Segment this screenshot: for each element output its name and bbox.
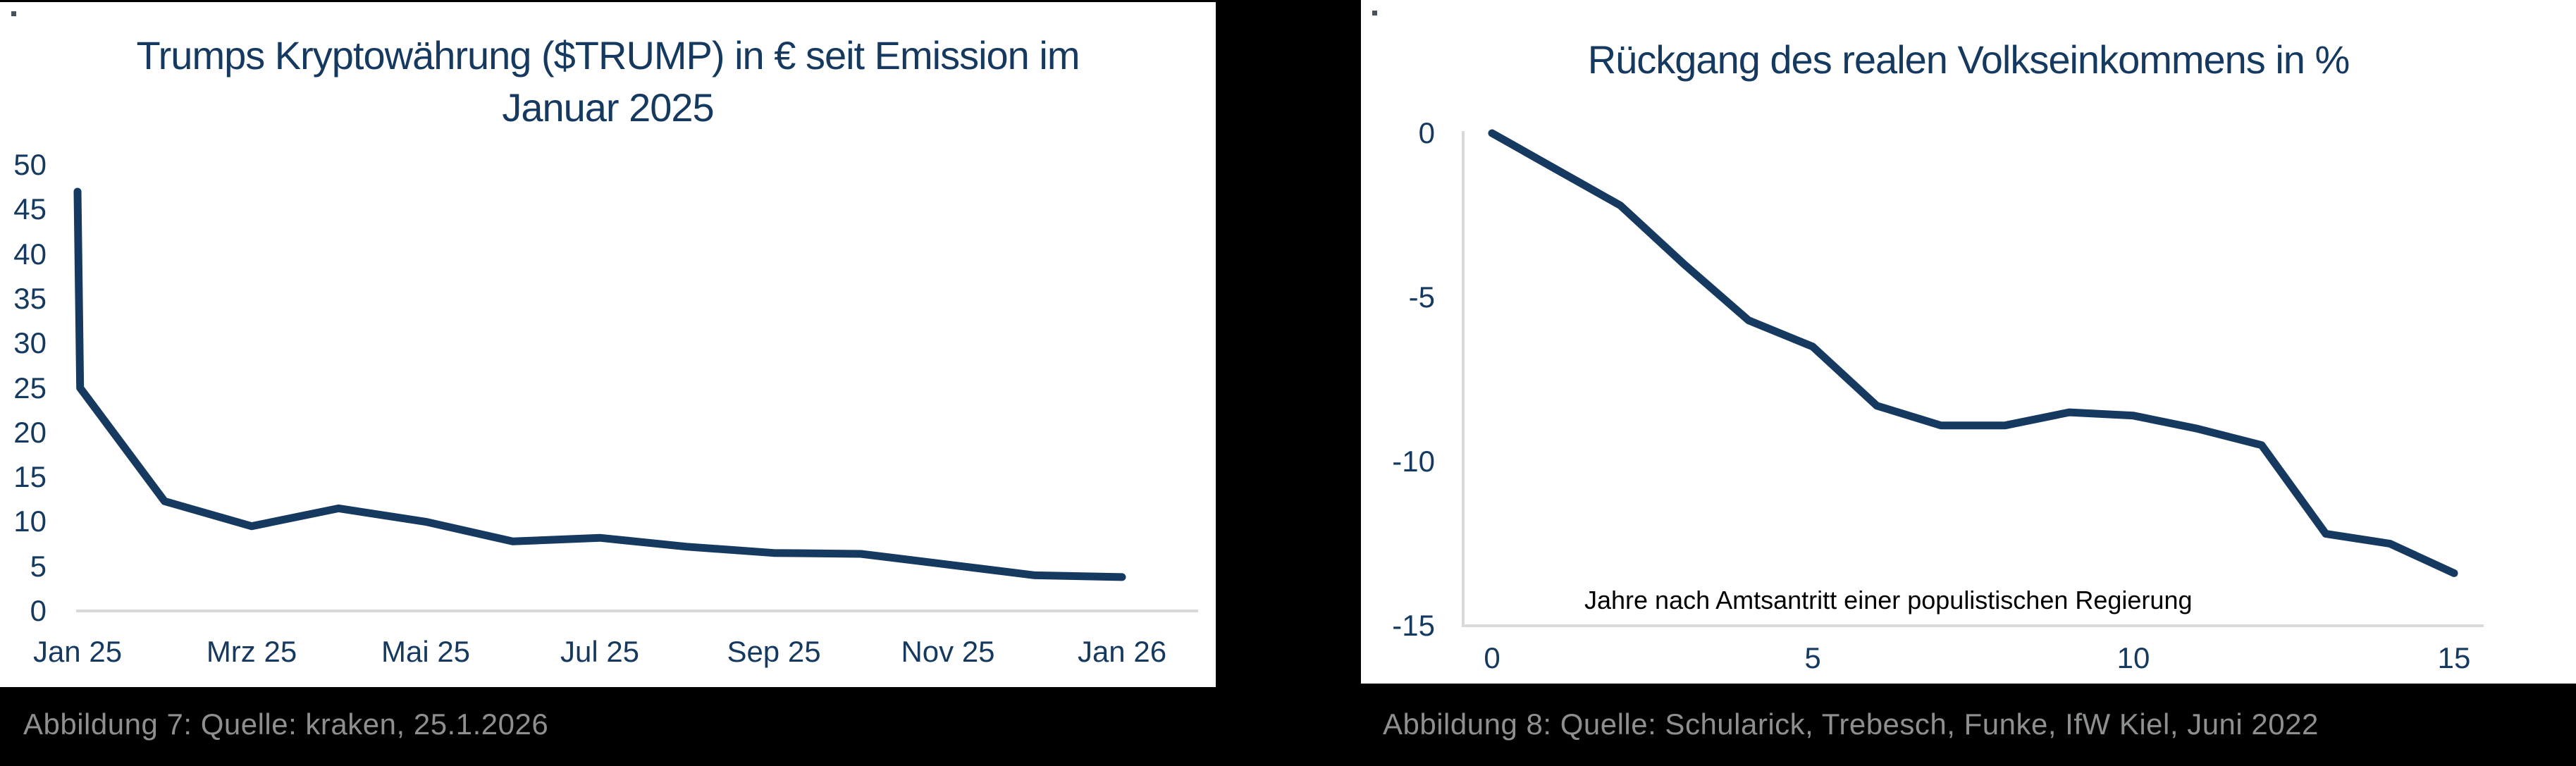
right-figure-caption: Abbildung 8: Quelle: Schularick, Trebesc… [1383, 708, 2319, 741]
x-axis-tick-label: Mai 25 [381, 635, 471, 668]
x-axis-tick-label: Jul 25 [560, 635, 640, 668]
y-axis-tick-label: 40 [13, 237, 47, 271]
y-axis-tick-label: 45 [13, 192, 47, 226]
right-chart-panel [1361, 0, 2576, 684]
x-axis-tick-label: Mrz 25 [206, 635, 297, 668]
left-chart-title: Trumps Kryptowährung ($TRUMP) in € seit … [0, 30, 1216, 134]
x-axis-tick-label: Jan 25 [32, 635, 123, 668]
y-axis-tick-label: 35 [13, 281, 47, 315]
y-axis-tick-label: -5 [1408, 280, 1435, 314]
x-axis-tick-label: Jan 26 [1077, 635, 1167, 668]
right-chart-title-line1: Rückgang des realen Volkseinkommens in % [1587, 37, 2350, 82]
x-axis-tick-label: 15 [2437, 641, 2471, 674]
y-axis-tick-label: 0 [1418, 116, 1435, 149]
stray-bullet-mark-left [11, 11, 16, 16]
real-income-decline-line [1488, 129, 2458, 577]
left-chart-title-line1: Trumps Kryptowährung ($TRUMP) in € seit … [136, 33, 1080, 78]
y-axis-tick-label: -15 [1392, 609, 1435, 642]
x-axis-tick-label: 0 [1484, 641, 1500, 674]
left-chart-title-line2: Januar 2025 [502, 85, 714, 130]
y-axis-tick-label: 0 [30, 594, 47, 627]
y-axis-tick-label: 50 [13, 148, 47, 181]
y-axis-tick-label: -10 [1392, 445, 1435, 478]
x-axis-tick-label: Sep 25 [727, 635, 821, 668]
x-axis-tick-label: Nov 25 [901, 635, 995, 668]
y-axis-tick-label: 20 [13, 415, 47, 449]
y-axis-tick-label: 30 [13, 326, 47, 360]
right-chart-x-axis-annotation: Jahre nach Amtsantritt einer populistisc… [1584, 586, 2193, 614]
y-axis-tick-label: 25 [13, 371, 47, 404]
right-chart-title: Rückgang des realen Volkseinkommens in % [1361, 34, 2576, 86]
y-axis-tick-label: 10 [13, 505, 47, 538]
trump-coin-price-line [73, 187, 1126, 581]
stray-bullet-mark-right [1372, 11, 1377, 16]
left-figure-caption: Abbildung 7: Quelle: kraken, 25.1.2026 [23, 708, 549, 741]
y-axis-tick-label: 5 [30, 549, 47, 583]
y-axis-tick-label: 15 [13, 460, 47, 494]
x-axis-tick-label: 5 [1804, 641, 1821, 674]
x-axis-tick-label: 10 [2116, 641, 2150, 674]
